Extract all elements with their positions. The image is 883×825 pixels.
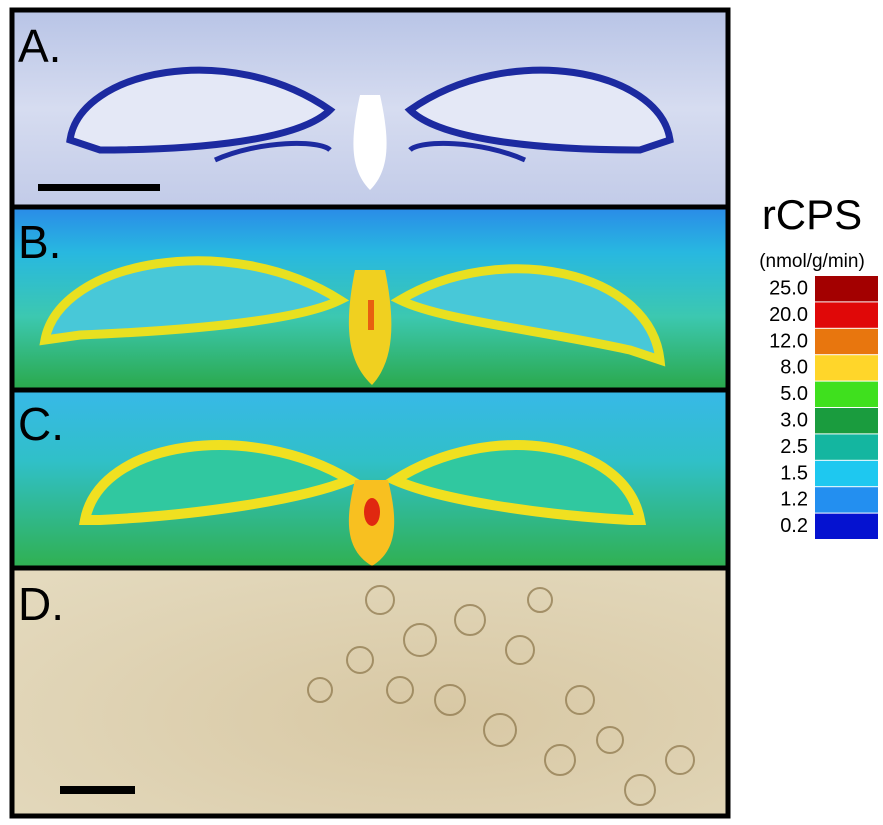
- legend-unit: (nmol/g/min): [759, 251, 865, 272]
- legend-swatch: [815, 329, 878, 354]
- legend-swatch: [815, 302, 878, 327]
- legend-label: 20.0: [769, 304, 808, 326]
- panel-label: B.: [18, 216, 61, 268]
- legend-swatch: [815, 408, 878, 433]
- legend-swatch: [815, 434, 878, 459]
- legend-swatch: [815, 382, 878, 407]
- legend-label: 25.0: [769, 277, 808, 299]
- panel-label: D.: [18, 578, 64, 630]
- figure: A. B. C. D. rCPS (nmol/g/min) 25.0 20.0 12…: [0, 0, 883, 820]
- legend-label: 1.5: [780, 462, 808, 484]
- panel-b: [12, 207, 728, 390]
- panel-label: C.: [18, 398, 64, 450]
- panel-d: [12, 568, 728, 818]
- panel-c: [12, 390, 728, 568]
- panel-a: [12, 10, 728, 207]
- legend-swatch: [815, 514, 878, 539]
- panel-label: A.: [18, 20, 61, 72]
- legend-swatch: [815, 461, 878, 486]
- legend-swatch: [815, 355, 878, 380]
- legend-label: 1.2: [780, 489, 808, 511]
- legend-label: 12.0: [769, 330, 808, 352]
- legend-title: rCPS: [762, 191, 862, 238]
- legend-swatch: [815, 276, 878, 301]
- legend-label: 3.0: [780, 409, 808, 431]
- legend-swatch: [815, 487, 878, 512]
- legend: 25.0 20.0 12.0 8.0 5.0 3.0 2.5 1.5 1.2 0.2: [769, 276, 878, 539]
- legend-label: 0.2: [780, 515, 808, 537]
- legend-label: 2.5: [780, 436, 808, 458]
- legend-label: 8.0: [780, 357, 808, 379]
- legend-label: 5.0: [780, 383, 808, 405]
